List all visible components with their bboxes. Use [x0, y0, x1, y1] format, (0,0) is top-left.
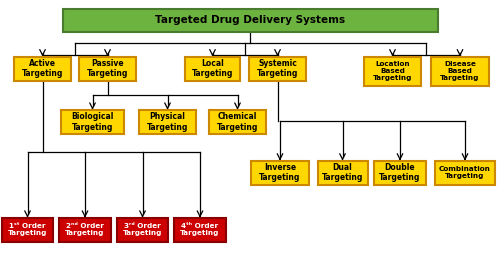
Text: Double
Targeting: Double Targeting: [380, 163, 420, 182]
Text: 4ᵗʰ Order
Targeting: 4ᵗʰ Order Targeting: [180, 223, 220, 236]
Text: Combination
Targeting: Combination Targeting: [439, 166, 491, 179]
Text: Biological
Targeting: Biological Targeting: [72, 112, 114, 132]
Text: 2ⁿᵈ Order
Targeting: 2ⁿᵈ Order Targeting: [66, 223, 104, 236]
Text: Physical
Targeting: Physical Targeting: [147, 112, 188, 132]
FancyBboxPatch shape: [14, 57, 72, 81]
FancyBboxPatch shape: [435, 161, 495, 185]
Text: Disease
Based
Targeting: Disease Based Targeting: [440, 61, 480, 81]
Text: Dual
Targeting: Dual Targeting: [322, 163, 363, 182]
FancyBboxPatch shape: [79, 57, 136, 81]
Text: Passive
Targeting: Passive Targeting: [87, 59, 128, 78]
FancyBboxPatch shape: [374, 161, 426, 185]
Text: Inverse
Targeting: Inverse Targeting: [260, 163, 300, 182]
FancyBboxPatch shape: [2, 218, 53, 242]
FancyBboxPatch shape: [62, 9, 438, 32]
Text: Location
Based
Targeting: Location Based Targeting: [373, 61, 412, 81]
Text: Systemic
Targeting: Systemic Targeting: [257, 59, 298, 78]
FancyBboxPatch shape: [249, 57, 306, 81]
FancyBboxPatch shape: [185, 57, 240, 81]
FancyBboxPatch shape: [252, 161, 309, 185]
Text: Chemical
Targeting: Chemical Targeting: [217, 112, 258, 132]
FancyBboxPatch shape: [139, 110, 196, 134]
FancyBboxPatch shape: [318, 161, 368, 185]
FancyBboxPatch shape: [364, 57, 421, 86]
FancyBboxPatch shape: [209, 110, 266, 134]
Text: Active
Targeting: Active Targeting: [22, 59, 63, 78]
FancyBboxPatch shape: [60, 218, 111, 242]
Text: Targeted Drug Delivery Systems: Targeted Drug Delivery Systems: [155, 15, 345, 25]
Text: 3ʳᵈ Order
Targeting: 3ʳᵈ Order Targeting: [123, 223, 162, 236]
Text: Local
Targeting: Local Targeting: [192, 59, 233, 78]
FancyBboxPatch shape: [61, 110, 124, 134]
FancyBboxPatch shape: [174, 218, 226, 242]
FancyBboxPatch shape: [116, 218, 168, 242]
FancyBboxPatch shape: [431, 57, 489, 86]
Text: 1ˢᵗ Order
Targeting: 1ˢᵗ Order Targeting: [8, 223, 47, 236]
